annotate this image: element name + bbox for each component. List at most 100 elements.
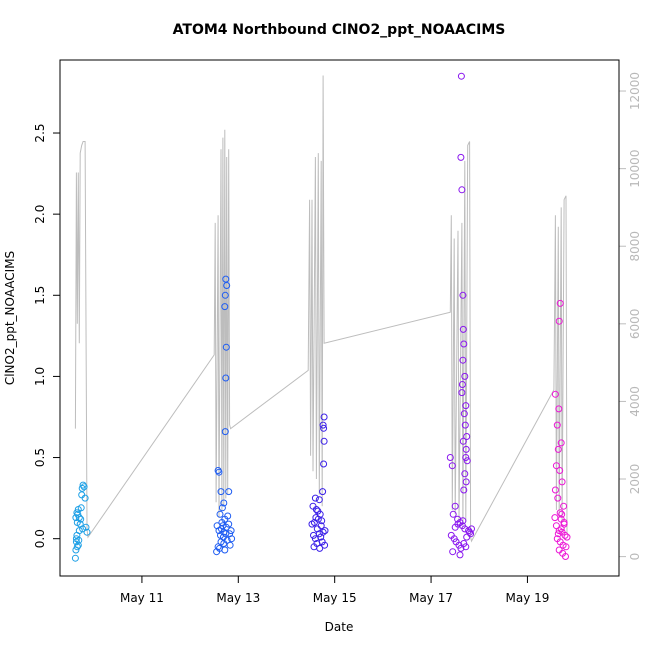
data-point-flight-2: [225, 520, 233, 528]
data-point-flight-3: [320, 460, 328, 468]
data-point-flight-1: [75, 536, 83, 544]
y-tick-label: 0.5: [33, 448, 47, 467]
data-point-flight-5: [551, 390, 559, 398]
scatter-points-layer: [71, 72, 571, 562]
plot-frame: [59, 59, 620, 577]
data-point-flight-3: [308, 520, 316, 528]
data-point-flight-2: [221, 303, 229, 311]
data-point-flight-2: [225, 488, 233, 496]
data-point-flight-5: [557, 439, 565, 447]
data-point-flight-1: [71, 554, 79, 562]
data-point-flight-2: [223, 282, 231, 289]
secondary-y-tick-label: 6000: [628, 309, 642, 340]
data-point-flight-2: [222, 343, 230, 351]
data-point-flight-5: [558, 478, 566, 486]
data-point-flight-3: [320, 437, 328, 445]
x-tick-label: May 11: [120, 591, 164, 605]
y-tick-label: 2.5: [33, 123, 47, 142]
data-point-flight-5: [551, 486, 559, 494]
data-point-flight-5: [556, 299, 564, 307]
y-tick-label: 1.5: [33, 286, 47, 305]
data-point-flight-5: [556, 467, 564, 474]
data-point-flight-1: [78, 484, 86, 492]
data-point-flight-5: [558, 510, 566, 518]
axes-layer: May 11 May 13 May 15 May 17 May 19 0.0 0.5 1.0 1…: [33, 72, 642, 605]
x-axis-label: Date: [325, 620, 354, 634]
data-point-flight-3: [319, 488, 327, 496]
data-point-flight-1: [77, 504, 85, 512]
data-point-flight-2: [220, 499, 228, 507]
data-point-flight-3: [316, 544, 324, 552]
data-point-flight-3: [318, 517, 326, 525]
data-point-flight-2: [226, 541, 234, 549]
data-point-flight-4: [448, 462, 456, 470]
data-point-flight-4: [459, 437, 467, 445]
data-point-flight-5: [554, 494, 562, 502]
data-point-flight-2: [221, 546, 229, 554]
data-point-flight-4: [456, 551, 464, 559]
data-point-flight-3: [311, 494, 319, 502]
y-tick-label: 0.0: [33, 529, 47, 548]
data-point-flight-4: [460, 410, 468, 418]
data-point-flight-4: [462, 454, 470, 461]
data-point-flight-3: [320, 424, 328, 432]
data-point-flight-5: [560, 502, 568, 510]
data-point-flight-4: [462, 445, 470, 453]
data-point-flight-5: [561, 531, 569, 539]
data-point-flight-2: [222, 374, 230, 382]
data-point-flight-4: [460, 340, 468, 348]
data-point-flight-2: [221, 428, 229, 436]
data-point-flight-4: [468, 525, 475, 533]
data-point-flight-1: [74, 541, 82, 549]
data-point-flight-1: [80, 483, 88, 491]
secondary-y-tick-label: 2000: [628, 464, 642, 495]
x-tick-label: May 15: [313, 591, 357, 605]
data-point-flight-5: [551, 514, 559, 522]
data-point-flight-5: [563, 533, 571, 541]
data-point-flight-5: [555, 405, 563, 413]
data-point-flight-4: [459, 325, 467, 333]
data-point-flight-3: [321, 527, 329, 535]
data-point-flight-1: [82, 523, 90, 531]
data-point-flight-1: [79, 525, 87, 533]
altitude-trace-layer: [74, 75, 568, 543]
data-point-flight-4: [459, 291, 467, 299]
data-point-flight-4: [462, 543, 470, 551]
x-tick-label: May 13: [216, 591, 260, 605]
data-point-flight-4: [457, 72, 465, 80]
data-point-flight-4: [461, 525, 469, 533]
data-point-flight-3: [312, 514, 320, 522]
data-point-flight-5: [562, 553, 569, 560]
data-point-flight-3: [309, 502, 317, 510]
data-point-flight-3: [315, 530, 323, 538]
data-point-flight-1: [73, 509, 81, 517]
data-point-flight-5: [552, 462, 560, 470]
data-point-flight-3: [312, 506, 320, 513]
data-point-flight-4: [462, 402, 470, 410]
data-point-flight-5: [560, 520, 568, 528]
data-point-flight-1: [81, 494, 89, 502]
data-point-flight-2: [216, 510, 224, 518]
data-point-flight-3: [320, 413, 328, 421]
x-tick-label: May 17: [409, 591, 453, 605]
data-point-flight-3: [319, 421, 327, 429]
data-point-flight-2: [218, 519, 226, 526]
secondary-y-tick-label: 0: [628, 553, 642, 561]
altitude-line: [74, 75, 568, 543]
data-point-flight-2: [218, 504, 226, 512]
data-point-flight-1: [83, 528, 91, 536]
x-tick-label: May 19: [505, 591, 549, 605]
data-point-flight-4: [449, 548, 457, 556]
secondary-y-tick-label: 8000: [628, 231, 642, 262]
data-point-flight-4: [446, 454, 454, 461]
data-point-flight-5: [556, 509, 564, 517]
data-point-flight-1: [73, 543, 81, 551]
data-point-flight-4: [458, 186, 466, 194]
data-point-flight-2: [222, 530, 230, 538]
data-point-flight-4: [463, 433, 471, 440]
data-point-flight-4: [449, 510, 457, 518]
data-point-flight-4: [462, 478, 470, 486]
data-point-flight-4: [454, 520, 462, 528]
data-point-flight-4: [460, 486, 468, 494]
data-point-flight-5: [562, 543, 570, 551]
